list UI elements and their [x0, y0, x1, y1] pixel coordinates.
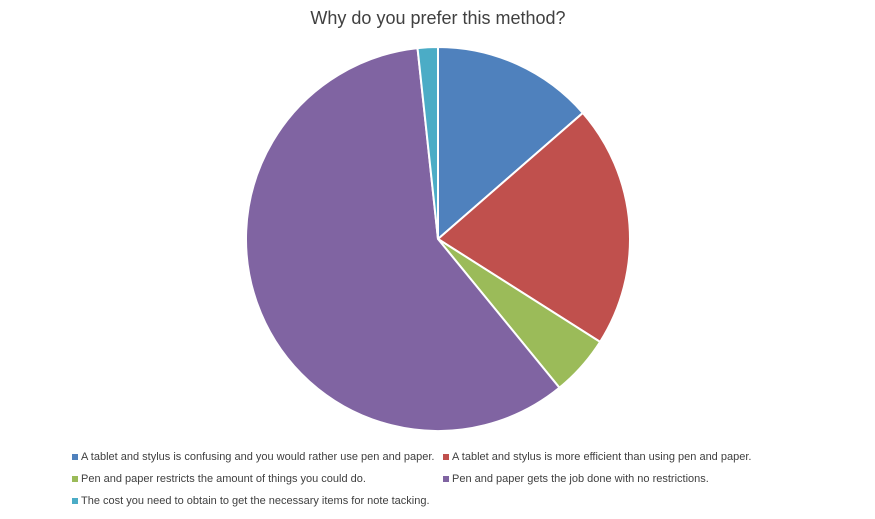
- pie-slice: [437, 45, 585, 242]
- legend-marker: [72, 498, 78, 504]
- legend-label: A tablet and stylus is confusing and you…: [81, 451, 434, 463]
- legend-label: The cost you need to obtain to get the n…: [81, 495, 430, 507]
- legend-marker: [72, 454, 78, 460]
- legend-marker: [443, 454, 449, 460]
- legend-label: A tablet and stylus is more efficient th…: [452, 451, 751, 463]
- legend-marker: [72, 476, 78, 482]
- legend-label: Pen and paper gets the job done with no …: [452, 473, 709, 485]
- pie-slice: [245, 46, 561, 432]
- legend-label: Pen and paper restricts the amount of th…: [81, 473, 366, 485]
- pie-slice: [436, 111, 631, 344]
- legend-marker: [443, 476, 449, 482]
- chart-title: Why do you prefer this method?: [310, 8, 565, 28]
- pie-slice: [416, 45, 439, 240]
